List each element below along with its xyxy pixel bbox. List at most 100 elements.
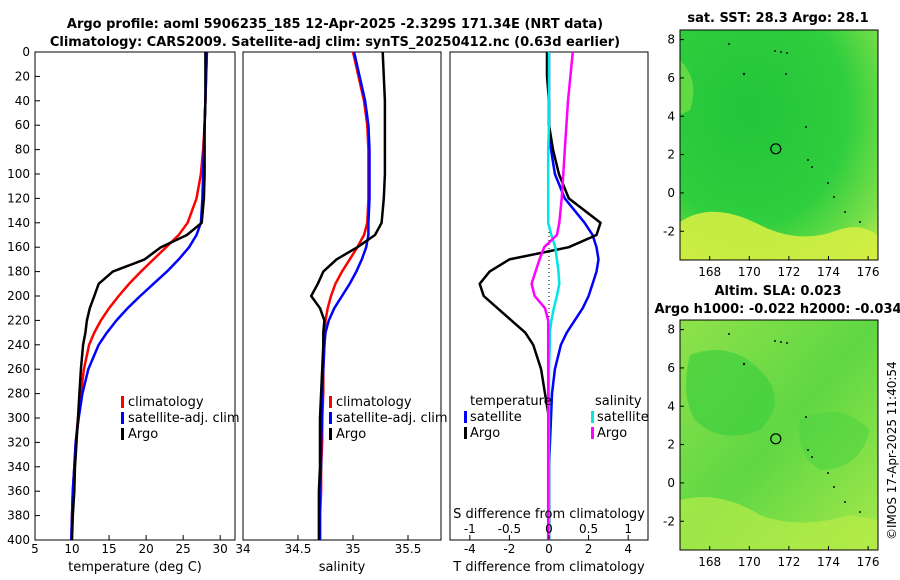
temperature-panel: 0 20 40 60 80 100 120 140 160 180 200 220 240 260 280 3… xyxy=(7,45,240,575)
temperature-tick-labels: 5 10 15 20 25 30 xyxy=(31,535,228,556)
latitude-tick-label: 0 xyxy=(667,476,675,490)
depth-tick-label: 360 xyxy=(7,484,30,498)
depth-tick-label: 60 xyxy=(15,118,30,132)
depth-tick-label: 380 xyxy=(7,509,30,523)
sla-map-subtitle: Argo h1000: -0.022 h2000: -0.034 xyxy=(654,302,900,317)
depth-tick-label: 200 xyxy=(7,289,30,303)
sst-latitude-ticks: -2 0 2 4 6 8 xyxy=(663,33,684,238)
latitude-tick-label: 6 xyxy=(667,71,675,85)
series-line-s-argo xyxy=(530,51,575,540)
legend-label-climatology: climatology xyxy=(336,395,412,410)
t-difference-tick-label: 0 xyxy=(545,542,553,556)
imos-credit: ©IMOS 17-Apr-2025 11:40:54 xyxy=(885,361,899,540)
salinity-tick-label: 34.5 xyxy=(285,542,312,556)
sla-map-title: Altim. SLA: 0.023 xyxy=(715,284,842,299)
temperature-lines xyxy=(70,51,209,541)
legend-label-argo: Argo xyxy=(128,427,158,442)
figure-title-line2: Climatology: CARS2009. Satellite-adj cli… xyxy=(50,35,620,50)
series-line-argo xyxy=(309,51,387,540)
latitude-tick-label: 4 xyxy=(667,109,675,123)
depth-tick-label: 80 xyxy=(15,143,30,157)
legend-swatch-t-argo xyxy=(464,427,467,439)
depth-tick-label: 180 xyxy=(7,265,30,279)
legend-label-climatology: climatology xyxy=(128,395,204,410)
latitude-tick-label: 4 xyxy=(667,399,675,413)
difference-lines xyxy=(478,51,602,540)
t-difference-tick-label: -4 xyxy=(464,542,476,556)
sla-low-region xyxy=(686,350,775,436)
sst-map-panel: sat. SST: 28.3 Argo: 28.1 168 170 172 174 17… xyxy=(663,11,880,279)
sla-map-panel: Altim. SLA: 0.023 Argo h1000: -0.022 h20… xyxy=(654,284,900,569)
longitude-tick-label: 172 xyxy=(777,555,800,569)
legend-label-t-argo: Argo xyxy=(470,426,500,441)
legend-swatch-satellite xyxy=(329,412,332,424)
salinity-lines xyxy=(309,51,387,540)
depth-tick-label: 260 xyxy=(7,362,30,376)
argo-position-marker xyxy=(770,433,782,445)
sla-high-region xyxy=(680,497,878,550)
legend-title-salinity: salinity xyxy=(595,394,642,409)
legend-swatch-argo xyxy=(329,428,332,440)
legend-swatch-satellite xyxy=(121,412,124,424)
s-difference-tick-label: 0 xyxy=(545,522,553,536)
latitude-tick-label: 6 xyxy=(667,361,675,375)
series-line-argo xyxy=(70,52,207,541)
depth-tick-label: 0 xyxy=(22,45,30,59)
sla-latitude-ticks: -2 0 2 4 6 8 xyxy=(663,323,684,528)
latitude-tick-label: 0 xyxy=(667,186,675,200)
salinity-xlabel: salinity xyxy=(319,560,366,575)
salinity-tick-labels: 34 34.5 35 35.5 xyxy=(235,535,421,556)
sla-coastline xyxy=(728,333,861,513)
latitude-tick-label: 8 xyxy=(667,323,675,337)
difference-legend: temperature satellite Argo salinity sate… xyxy=(464,394,649,441)
legend-swatch-t-satellite xyxy=(464,411,467,423)
legend-label-t-satellite: satellite xyxy=(470,410,522,425)
depth-tick-label: 340 xyxy=(7,460,30,474)
sst-cool-patch xyxy=(680,60,694,115)
temperature-tick-label: 30 xyxy=(213,542,228,556)
salinity-legend: climatology satellite-adj. clim Argo xyxy=(329,395,448,442)
latitude-tick-label: -2 xyxy=(663,514,675,528)
sst-coastline xyxy=(728,43,861,223)
legend-label-s-argo: Argo xyxy=(597,426,627,441)
latitude-tick-label: -2 xyxy=(663,224,675,238)
longitude-tick-label: 168 xyxy=(698,555,721,569)
legend-swatch-argo xyxy=(121,428,124,440)
longitude-tick-label: 170 xyxy=(738,555,761,569)
sst-map-title: sat. SST: 28.3 Argo: 28.1 xyxy=(687,11,868,26)
temperature-tick-label: 20 xyxy=(138,542,153,556)
depth-tick-label: 100 xyxy=(7,167,30,181)
legend-label-satellite: satellite-adj. clim xyxy=(336,411,448,426)
latitude-tick-label: 2 xyxy=(667,438,675,452)
legend-swatch-climatology xyxy=(329,396,332,408)
temperature-tick-label: 25 xyxy=(176,542,191,556)
depth-tick-label: 40 xyxy=(15,94,30,108)
longitude-tick-label: 176 xyxy=(857,555,880,569)
temperature-tick-label: 5 xyxy=(31,542,39,556)
temperature-tick-label: 10 xyxy=(64,542,79,556)
depth-tick-label: 160 xyxy=(7,240,30,254)
s-difference-tick-label: 1 xyxy=(624,522,632,536)
longitude-tick-label: 174 xyxy=(817,265,840,279)
sst-map-frame xyxy=(679,29,879,261)
temperature-xlabel: temperature (deg C) xyxy=(68,560,202,575)
depth-tick-label: 400 xyxy=(7,533,30,547)
legend-label-s-satellite: satellite xyxy=(597,410,649,425)
depth-tick-labels: 0 20 40 60 80 100 120 140 160 180 200 220 240 260 280 3… xyxy=(7,45,40,547)
sla-longitude-ticks: 168 170 172 174 176 xyxy=(698,546,880,569)
t-difference-tick-labels: -4 -2 0 2 4 xyxy=(464,535,632,556)
sst-longitude-ticks: 168 170 172 174 176 xyxy=(698,256,880,279)
sla-map-frame xyxy=(679,319,879,551)
series-line-satellite-adj-clim xyxy=(318,51,371,540)
depth-tick-label: 120 xyxy=(7,191,30,205)
longitude-tick-label: 174 xyxy=(817,555,840,569)
longitude-tick-label: 172 xyxy=(777,265,800,279)
s-difference-tick-label: 0.5 xyxy=(579,522,598,536)
longitude-tick-label: 168 xyxy=(698,265,721,279)
depth-tick-label: 280 xyxy=(7,387,30,401)
longitude-tick-label: 170 xyxy=(738,265,761,279)
salinity-panel: 34 34.5 35 35.5 salinity climatology satell… xyxy=(235,51,448,575)
legend-swatch-s-argo xyxy=(591,427,594,439)
t-difference-tick-label: 2 xyxy=(585,542,593,556)
